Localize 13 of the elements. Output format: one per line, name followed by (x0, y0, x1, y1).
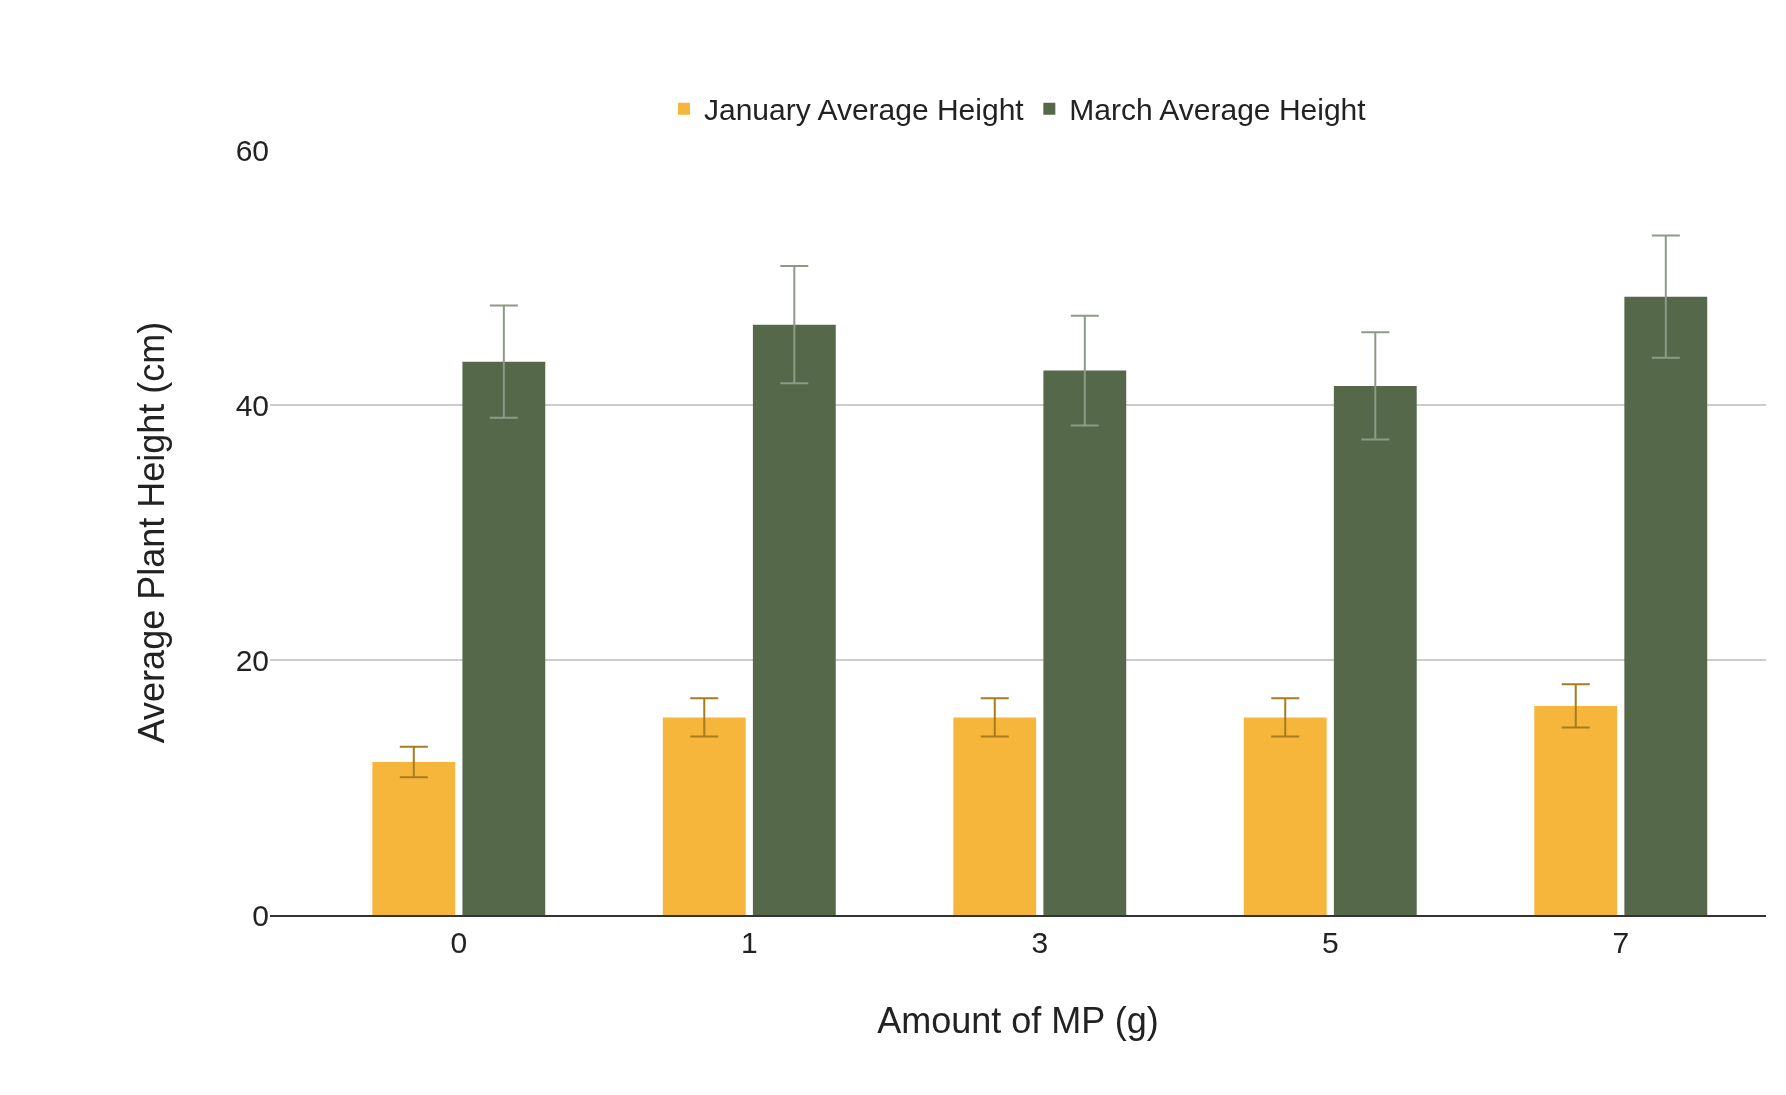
y-axis-title: Average Plant Height (cm) (130, 321, 172, 744)
x-tick-label: 5 (1321, 926, 1339, 959)
y-tick-label: 20 (235, 643, 269, 677)
y-tick-label: 0 (252, 898, 269, 932)
x-tick-label: 0 (450, 926, 468, 959)
y-tick-label: 40 (235, 388, 269, 422)
x-tick-label: 3 (1031, 926, 1049, 959)
y-tick-label: 60 (235, 133, 269, 167)
legend-label: January Average Height (704, 93, 1025, 127)
x-axis-title: Amount of MP (g) (877, 1000, 1159, 1042)
x-tick-label: 1 (740, 926, 758, 959)
x-tick-label: 7 (1612, 926, 1630, 959)
legend-label: March Average Height (1069, 93, 1367, 127)
